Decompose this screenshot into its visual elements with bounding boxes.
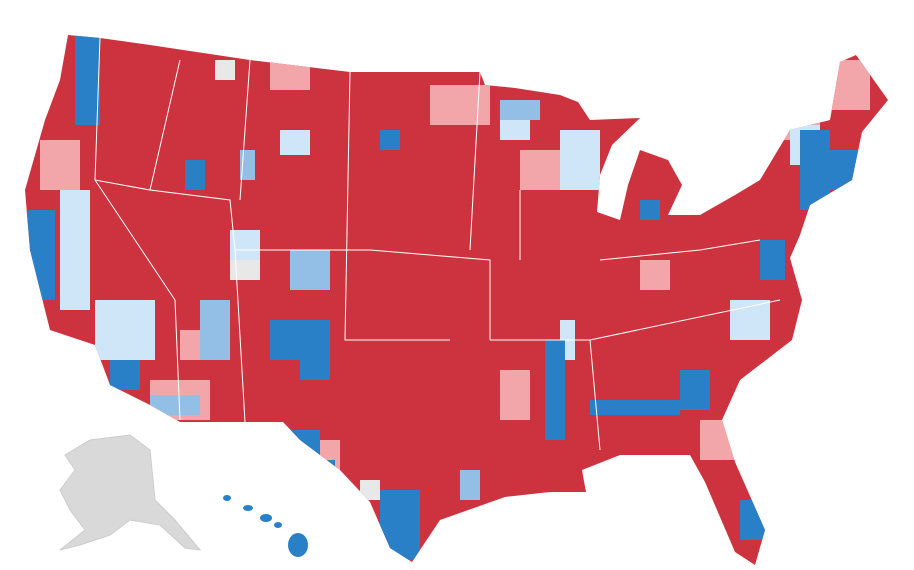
- hawaii: [223, 495, 308, 557]
- state-borders: [94, 37, 781, 451]
- democrat-patches: [150, 100, 540, 500]
- alaska: [59, 434, 202, 551]
- no-data-patches: [215, 60, 380, 500]
